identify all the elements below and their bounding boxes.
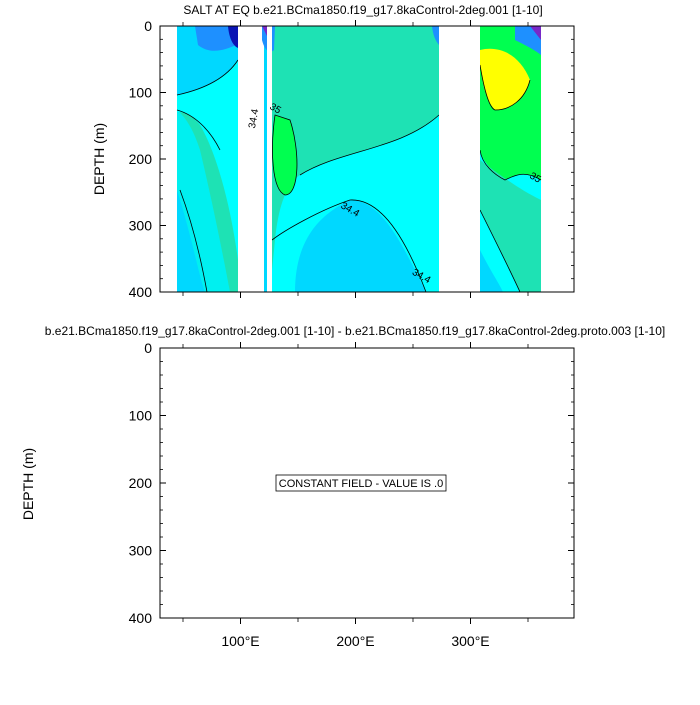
contour-line xyxy=(271,199,427,292)
bottom-x-tick-label: 100°E xyxy=(221,633,259,649)
field-west-lower xyxy=(177,190,205,292)
bottom-y-tick-label: 100 xyxy=(129,408,153,424)
bottom-y-tick-label: 200 xyxy=(129,475,153,491)
contour-line xyxy=(179,189,208,292)
field-east-core xyxy=(530,26,541,40)
contour-label: 34.4 xyxy=(247,108,261,130)
field-east-teal xyxy=(480,160,541,292)
field-central-teal xyxy=(272,26,439,270)
top-y-axis-label: DEPTH (m) xyxy=(91,123,107,195)
top-y-tick-label: 200 xyxy=(129,151,153,167)
contour-line xyxy=(272,114,298,196)
bottom-x-axis: 100°E 200°E 300°E xyxy=(182,342,529,649)
top-y-tick-label: 400 xyxy=(129,284,153,300)
top-y-axis: 0 100 200 300 400 xyxy=(129,18,574,300)
top-x-axis xyxy=(182,20,529,298)
field-central-green xyxy=(272,115,297,195)
land-gap xyxy=(238,26,261,292)
field-east-lower xyxy=(480,250,503,292)
field-east-deep xyxy=(515,26,541,55)
top-contour-field xyxy=(176,26,542,292)
contour-line xyxy=(299,114,440,176)
top-chart-title: SALT AT EQ b.e21.BCma1850.f19_g17.8kaCon… xyxy=(183,3,542,17)
field-strip xyxy=(264,26,267,292)
contour-line xyxy=(479,64,531,111)
bottom-y-tick-label: 300 xyxy=(129,543,153,559)
contour-label: 35 xyxy=(268,101,284,116)
bottom-x-tick-label: 300°E xyxy=(451,633,489,649)
annotation-box xyxy=(275,474,447,492)
field-west-core xyxy=(228,26,238,48)
bottom-chart-title: b.e21.BCma1850.f19_g17.8kaControl-2deg.0… xyxy=(45,324,665,338)
field-east-yellow xyxy=(480,48,530,110)
contour-line xyxy=(479,149,542,181)
top-y-tick-label: 0 xyxy=(144,18,152,34)
constant-field-annotation: CONSTANT FIELD - VALUE IS .0 xyxy=(279,478,443,490)
field-east-edge xyxy=(432,26,439,45)
contour-line xyxy=(176,109,221,151)
bottom-x-tick-label: 200°E xyxy=(336,633,374,649)
field-west-deep xyxy=(195,26,236,51)
top-y-tick-label: 300 xyxy=(129,218,153,234)
land-gap xyxy=(439,26,480,292)
land-gap xyxy=(267,26,272,292)
bottom-y-axis-label: DEPTH (m) xyxy=(20,448,36,520)
contour-line xyxy=(479,209,521,292)
top-y-tick-label: 100 xyxy=(129,85,153,101)
bottom-y-axis: 0 100 200 300 400 xyxy=(129,340,574,626)
contour-line xyxy=(176,59,239,96)
bottom-y-tick-label: 400 xyxy=(129,610,153,626)
contour-label: 35 xyxy=(527,171,543,186)
bottom-y-tick-label: 0 xyxy=(144,340,152,356)
field-central-sky xyxy=(295,200,426,292)
